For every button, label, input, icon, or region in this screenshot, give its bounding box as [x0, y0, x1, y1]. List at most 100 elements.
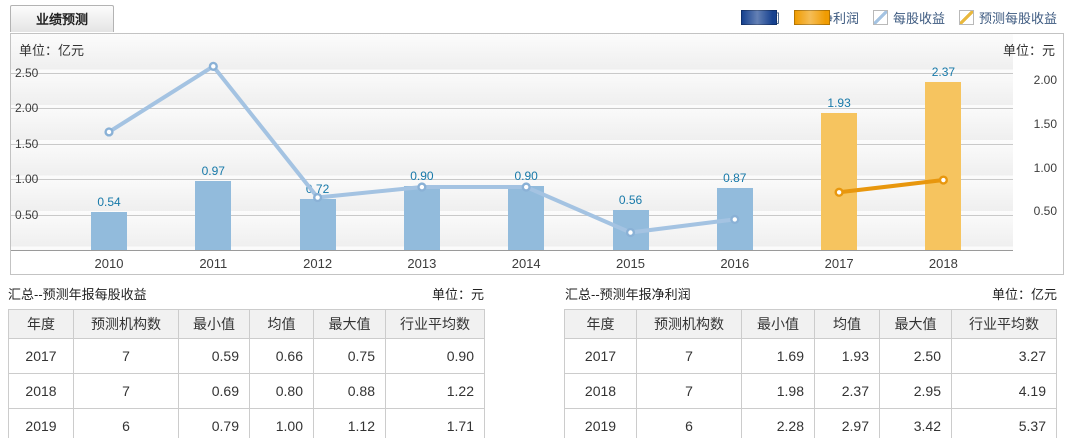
table-cell: 0.79 [178, 408, 250, 438]
data-point-marker [625, 227, 636, 238]
bar-value-label: 0.90 [514, 169, 538, 184]
x-axis-label: 2011 [199, 256, 228, 271]
table-cell: 2.95 [879, 373, 952, 409]
table-row: 2017 7 1.69 1.93 2.50 3.27 [564, 338, 1057, 374]
bar-value-label: 0.97 [201, 164, 225, 179]
table-cell: 2.50 [879, 338, 952, 374]
tab-performance-forecast[interactable]: 业绩预测 [10, 5, 114, 32]
table-cell: 7 [636, 338, 742, 374]
right-axis-tick: 1.50 [1033, 116, 1057, 131]
table-cell: 6 [73, 408, 179, 438]
bar-value-label: 0.54 [97, 194, 121, 209]
table-cell: 0.80 [249, 373, 314, 409]
gridline [11, 72, 1013, 74]
bar-净利润-2013 [403, 186, 440, 250]
left-axis-tick: 2.00 [15, 101, 39, 116]
x-axis-label: 2018 [928, 256, 958, 271]
right-axis-tick: 2.00 [1033, 73, 1057, 88]
chart-plot-area: 0.50 1.00 1.50 2.00 2.50 0.50 1.00 1.50 2.00 2010… [11, 34, 1063, 274]
right-axis-unit-label: 单位：元 [1002, 43, 1055, 58]
table-cell: 2.97 [814, 408, 880, 438]
column-header: 最大值 [879, 309, 952, 339]
bar-净利润-2011 [195, 181, 232, 250]
x-axis-label: 2015 [616, 256, 645, 271]
right-axis-tick: 0.50 [1033, 204, 1057, 219]
table-row: 2019 6 2.28 2.97 3.42 5.37 [564, 408, 1057, 438]
table-cell: 1.69 [741, 338, 815, 374]
net-profit-forecast-table: 年度 预测机构数 最小值 均值 最大值 行业平均数 2017 7 1.69 1.93 2.50 3.2… [564, 309, 1057, 438]
eps-forecast-table: 年度 预测机构数 最小值 均值 最大值 行业平均数 2017 7 0.59 0.66 0.75 0.9… [8, 309, 485, 438]
bar-预测净利润-2017 [821, 113, 858, 250]
forecast-net-profit-swatch-icon [793, 10, 830, 25]
forecast-tables: 年度 预测机构数 最小值 均值 最大值 行业平均数 2017 7 0.59 0.66 0.75 0.9… [8, 309, 1057, 438]
legend-item-eps: 每股收益 [872, 8, 945, 27]
table-cell: 6 [636, 408, 742, 438]
line-预测每股收益 [838, 178, 944, 195]
table-cell: 0.88 [313, 373, 386, 409]
left-axis-tick: 2.50 [15, 65, 39, 80]
table-captions: 汇总--预测年报每股收益 单位：元 汇总--预测年报净利润 单位：亿元 [8, 282, 1057, 304]
data-point-marker [104, 127, 114, 137]
column-header: 行业平均数 [385, 309, 485, 339]
table-cell: 1.12 [313, 408, 386, 438]
table-cell: 7 [636, 373, 742, 409]
data-point-marker [834, 187, 844, 197]
bar-value-label: 2.37 [931, 65, 956, 80]
table-row: 2018 7 0.69 0.80 0.88 1.22 [8, 373, 485, 409]
table-cell: 2.28 [741, 408, 815, 438]
table-cell: 1.22 [385, 373, 485, 409]
table-header-row: 年度 预测机构数 最小值 均值 最大值 行业平均数 [8, 309, 485, 339]
left-axis-tick: 1.50 [15, 136, 39, 151]
table-cell: 1.93 [814, 338, 880, 374]
table-header-row: 年度 预测机构数 最小值 均值 最大值 行业平均数 [564, 309, 1057, 339]
column-header: 均值 [249, 309, 314, 339]
table-cell: 3.27 [951, 338, 1057, 374]
gridline [11, 179, 1013, 181]
bar-净利润-2014 [508, 186, 545, 250]
table-cell: 5.37 [951, 408, 1057, 438]
x-axis-line [11, 250, 1013, 251]
left-axis-unit-label: 单位：亿元 [19, 43, 85, 58]
data-point-marker [208, 61, 218, 71]
table-cell: 7 [73, 373, 179, 409]
bar-value-label: 0.87 [723, 171, 747, 186]
legend-item-forecast-eps: 预测每股收益 [958, 8, 1057, 27]
column-header: 行业平均数 [951, 309, 1057, 339]
table-cell: 2019 [564, 408, 637, 438]
table-cell: 0.75 [313, 338, 386, 374]
data-point-marker [730, 214, 740, 224]
data-point-marker [313, 192, 323, 203]
data-point-marker [938, 175, 949, 185]
tab-bar: 业绩预测 净利润预测净利润 每股收益 预测每股收益 [0, 0, 1065, 33]
data-point-marker [521, 182, 531, 192]
chart-legend: 净利润预测净利润 每股收益 预测每股收益 [740, 8, 1057, 27]
bar-value-label: 1.93 [827, 96, 851, 111]
x-axis-label: 2016 [720, 256, 750, 271]
chart-panel: 单位：亿元 单位：元 0.50 1.00 1.50 2.00 2.50 0.50 1.00 1… [10, 33, 1064, 275]
column-header: 预测机构数 [73, 309, 179, 339]
bar-净利润-2010 [91, 211, 127, 250]
left-axis-tick: 0.50 [15, 207, 39, 222]
gridline [11, 108, 1013, 110]
table-row: 2017 7 0.59 0.66 0.75 0.90 [8, 338, 485, 374]
table-cell: 2018 [564, 373, 637, 409]
bar-净利润-2012 [299, 199, 336, 250]
forecast-eps-swatch-icon [958, 10, 974, 25]
eps-swatch-icon [872, 10, 888, 25]
legend-label: 每股收益 [892, 11, 945, 26]
table-cell: 0.59 [178, 338, 250, 374]
table-cell: 2018 [8, 373, 74, 409]
table-cell: 4.19 [951, 373, 1057, 409]
table-cell: 1.71 [385, 408, 485, 438]
table-cell: 2019 [8, 408, 74, 438]
gridline [11, 143, 1013, 145]
column-header: 最小值 [178, 309, 250, 339]
bar-value-label: 0.56 [618, 193, 643, 208]
table-cell: 0.66 [249, 338, 314, 374]
bar-预测净利润-2018 [925, 82, 962, 250]
eps-table-unit: 单位：元 [431, 286, 484, 302]
table-cell: 1.00 [249, 408, 314, 438]
table-cell: 0.69 [178, 373, 250, 409]
table-cell: 0.90 [385, 338, 485, 374]
legend-label: 预测每股收益 [978, 11, 1057, 26]
